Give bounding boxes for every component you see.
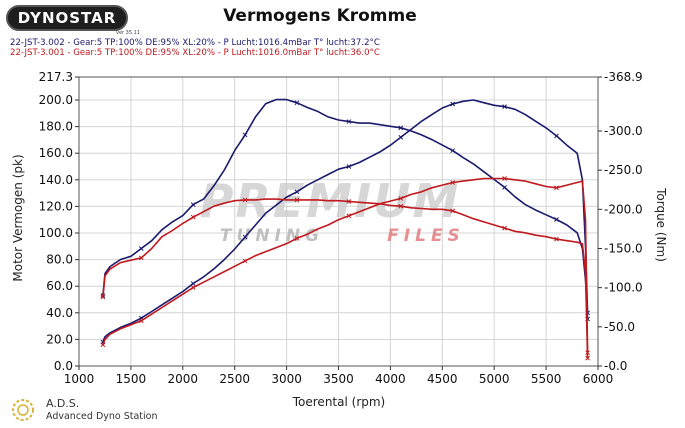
x-tick-label: 5500	[531, 372, 562, 386]
y-tick-label: 60.0	[46, 279, 73, 293]
dynostar-logo: DYNOSTAR	[6, 5, 128, 31]
series-marker-2	[450, 148, 456, 153]
series-marker-3	[450, 180, 456, 185]
series-marker-3	[346, 213, 352, 219]
y2-tick-label: -0.0	[604, 359, 627, 373]
watermark-tuning: TUNING	[220, 226, 324, 246]
series-marker-4	[294, 197, 300, 203]
series-group	[100, 98, 590, 361]
watermark-files: FILES	[387, 226, 465, 246]
x-tick-label: 1500	[116, 372, 147, 386]
x-tick-label: 1000	[64, 372, 95, 386]
y2-tick-label: -150.0	[604, 241, 643, 255]
y-tick-label: 20.0	[46, 332, 73, 346]
series-marker-4	[100, 294, 106, 300]
series-marker-1	[190, 281, 196, 286]
y-tick-label: 0.0	[54, 359, 73, 373]
x-axis-label: Toerental (rpm)	[292, 395, 385, 409]
series-marker-1	[242, 234, 248, 240]
series-marker-4	[242, 197, 248, 203]
axes	[75, 76, 602, 370]
watermark: PREMIUM TUNING FILES	[200, 174, 465, 246]
series-marker-1	[398, 134, 404, 140]
series-marker-3	[100, 342, 106, 348]
y2-axis-label: Torque (Nm)	[654, 187, 668, 262]
x-tick-label: 4000	[375, 372, 406, 386]
run-label-1: 22-JST-3.002 - Gear:5 TP:100% DE:95% XL:…	[10, 38, 380, 48]
series-marker-2	[242, 132, 248, 138]
series-marker-4	[346, 199, 352, 204]
ads-subtitle: Advanced Dyno Station	[46, 411, 158, 422]
series-marker-2	[138, 246, 144, 251]
series-marker-2	[398, 125, 404, 131]
series-marker-3	[502, 176, 507, 181]
chart-title: Vermogens Kromme	[223, 6, 417, 26]
series-marker-4	[190, 214, 196, 220]
grid	[78, 76, 599, 367]
run-label-2: 22-JST-3.001 - Gear:5 TP:100% DE:95% XL:…	[10, 48, 380, 58]
series-marker-1	[450, 101, 456, 107]
y2-tick-label: -50.0	[604, 320, 635, 334]
series-marker-4	[450, 208, 456, 214]
series-marker-2	[346, 119, 352, 124]
series-marker-3	[138, 318, 144, 324]
tick-labels: 1000 1500 2000 2500 3000 3500 4000 4500 5000 5500…	[39, 70, 643, 386]
x-tick-label: 6000	[583, 372, 614, 386]
x-tick-label: 2500	[219, 372, 250, 386]
series-marker-1	[502, 104, 507, 110]
ads-gear-icon	[12, 399, 34, 421]
y-tick-label: 40.0	[46, 306, 73, 320]
series-marker-4	[502, 225, 507, 231]
y-tick-label: 217.3	[39, 70, 73, 84]
series-marker-2	[294, 100, 300, 106]
y-tick-label: 140.0	[39, 173, 73, 187]
y-tick-label: 80.0	[46, 253, 73, 267]
x-tick-label: 2000	[168, 372, 199, 386]
logo-version: ver 35.11	[116, 30, 140, 36]
series-marker-2	[554, 217, 559, 222]
series-marker-3	[554, 185, 559, 191]
series-marker-4	[138, 255, 144, 261]
ads-footer: A.D.S. Advanced Dyno Station	[10, 395, 210, 427]
ads-title: A.D.S.	[46, 397, 80, 410]
series-marker-4	[585, 355, 590, 361]
x-tick-label: 3500	[323, 372, 354, 386]
series-marker-1	[554, 133, 559, 139]
series-marker-4	[398, 203, 404, 209]
series-marker-3	[294, 235, 300, 241]
series-marker-2	[190, 202, 196, 207]
series-marker-1	[346, 164, 352, 169]
y2-tick-label: -100.0	[604, 281, 643, 295]
y-tick-label: 100.0	[39, 226, 73, 240]
x-tick-label: 5000	[479, 372, 510, 386]
y-tick-label: 120.0	[39, 199, 73, 213]
y2-tick-label: -300.0	[604, 124, 643, 138]
y2-tick-label: -368.9	[604, 70, 643, 84]
y2-tick-label: -200.0	[604, 202, 643, 216]
x-tick-label: 4500	[427, 372, 458, 386]
series-marker-1	[294, 189, 300, 195]
series-marker-3	[398, 196, 404, 201]
series-marker-3	[242, 258, 248, 264]
y2-tick-label: -250.0	[604, 163, 643, 177]
series-marker-2	[502, 185, 507, 190]
y-axis-label: Motor Vermogen (pk)	[11, 154, 25, 281]
y-tick-label: 200.0	[39, 93, 73, 107]
y-tick-label: 160.0	[39, 146, 73, 160]
y-tick-label: 180.0	[39, 120, 73, 134]
series-marker-3	[190, 285, 196, 290]
logo-text: DYNOSTAR	[17, 9, 117, 27]
series-marker-4	[554, 236, 559, 242]
x-tick-label: 3000	[271, 372, 302, 386]
